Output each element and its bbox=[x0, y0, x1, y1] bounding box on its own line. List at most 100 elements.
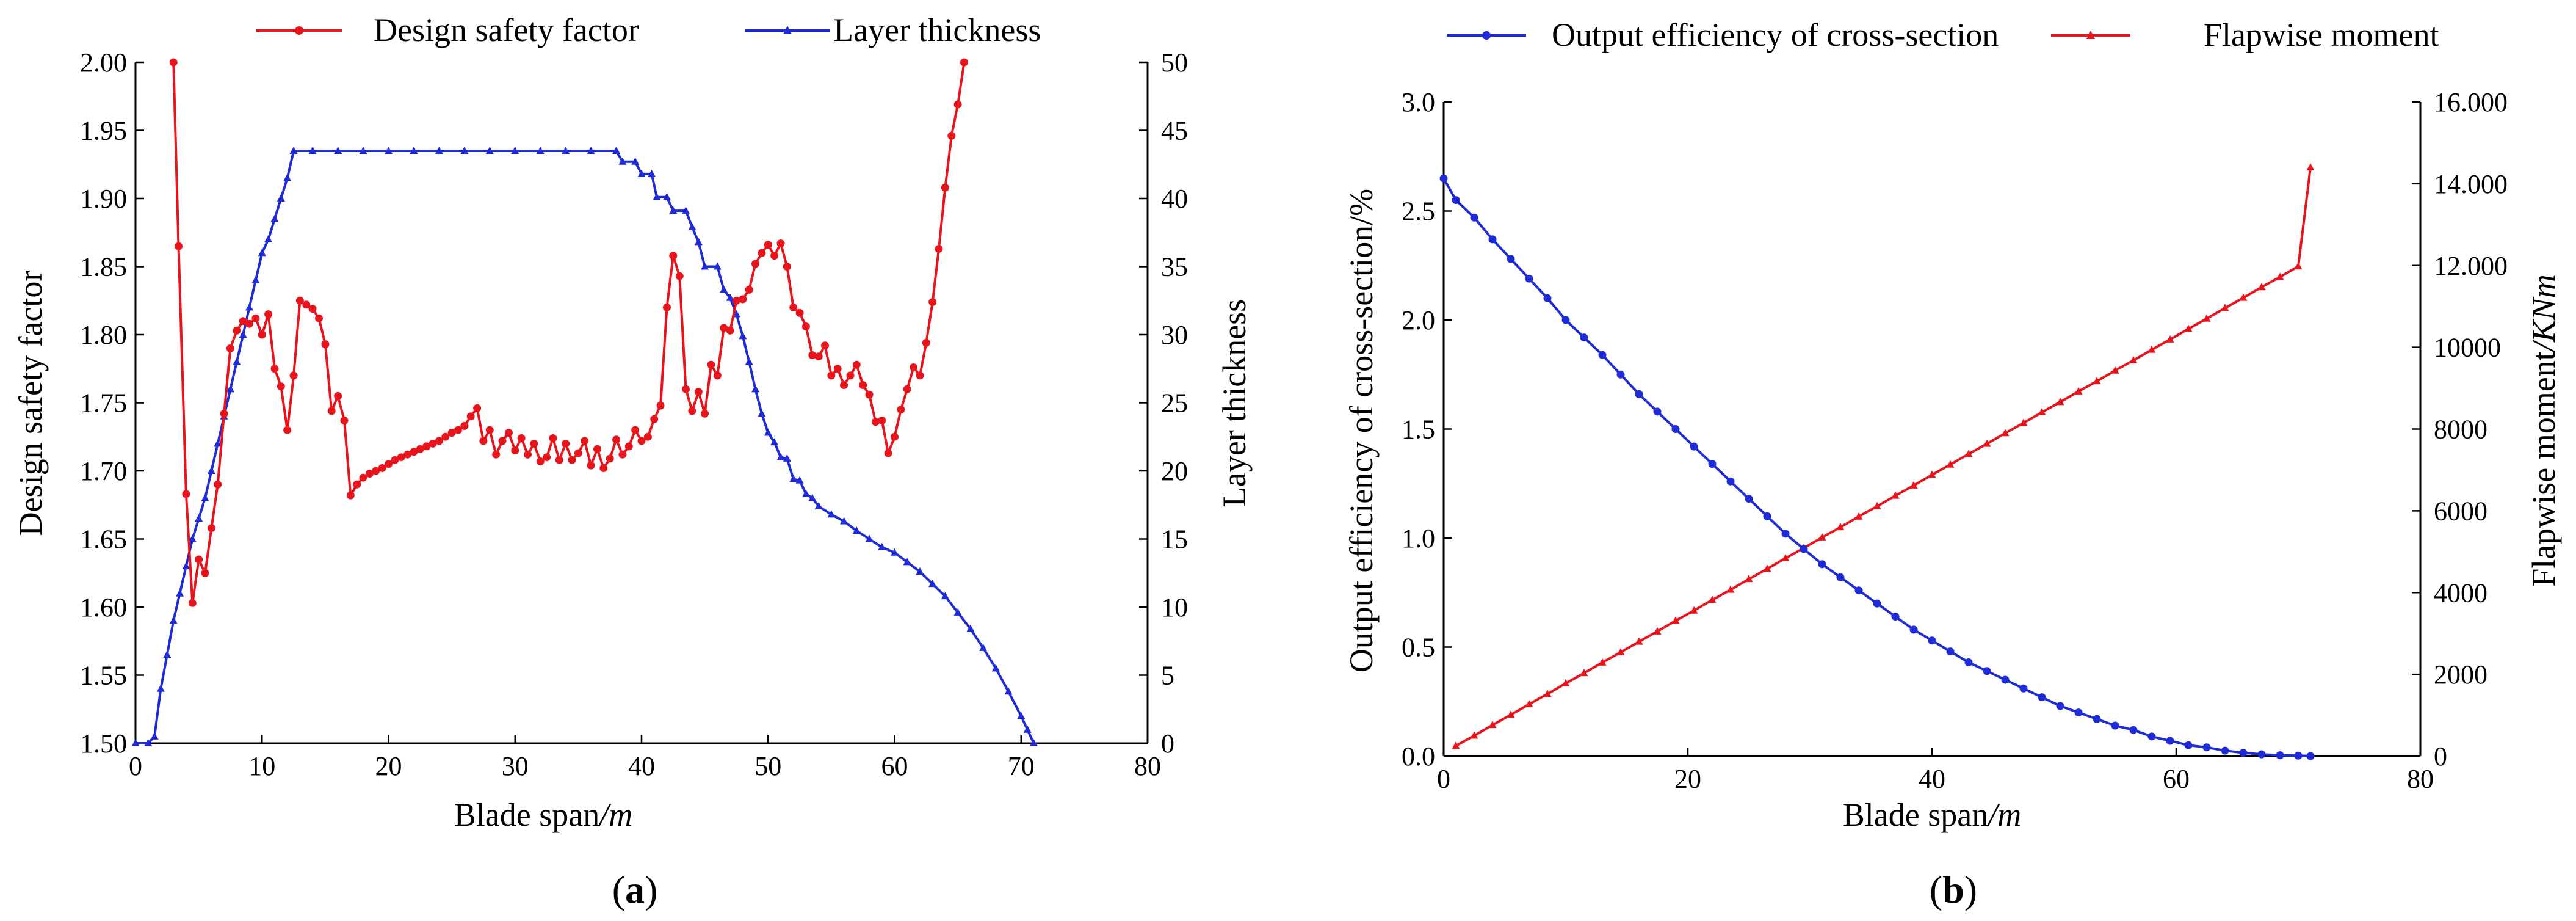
data-point bbox=[1470, 731, 1478, 739]
y-right-tick-label: 4000 bbox=[2434, 578, 2487, 608]
data-point bbox=[1854, 586, 1863, 595]
data-point bbox=[593, 445, 601, 453]
data-point bbox=[233, 326, 241, 335]
data-point bbox=[485, 146, 494, 154]
data-point bbox=[182, 562, 190, 570]
data-point bbox=[897, 406, 905, 414]
data-point bbox=[492, 450, 501, 459]
data-point bbox=[1946, 647, 1955, 656]
data-point bbox=[1873, 599, 1881, 608]
data-point bbox=[169, 58, 178, 67]
x-tick-label: 80 bbox=[1134, 751, 1161, 781]
y-right-tick-label: 45 bbox=[1161, 116, 1188, 146]
data-point bbox=[1891, 613, 1900, 621]
data-point bbox=[2306, 752, 2315, 760]
data-point bbox=[2074, 387, 2083, 395]
data-point bbox=[429, 439, 437, 448]
data-point bbox=[2166, 335, 2174, 343]
data-point bbox=[941, 183, 949, 192]
data-point bbox=[283, 426, 292, 434]
y-left-tick-label: 2.00 bbox=[80, 48, 127, 78]
data-point bbox=[2038, 408, 2046, 416]
data-point bbox=[688, 407, 696, 415]
panel-label-b-letter: b bbox=[1942, 868, 1964, 911]
panel-label-b: (b) bbox=[1930, 868, 1977, 911]
data-point bbox=[2276, 272, 2284, 280]
data-point bbox=[289, 371, 298, 380]
y-right-tick-label: 50 bbox=[1161, 48, 1188, 78]
data-point bbox=[2147, 732, 2156, 741]
data-point bbox=[1439, 174, 1448, 183]
data-point bbox=[251, 314, 260, 322]
data-point bbox=[169, 616, 178, 624]
data-point bbox=[410, 146, 418, 154]
data-point bbox=[669, 252, 678, 260]
data-point bbox=[758, 249, 766, 257]
legend-b: Output efficiency of cross-section Flapw… bbox=[1447, 16, 2439, 53]
legend-label-flapwise-moment: Flapwise moment bbox=[2204, 16, 2439, 53]
data-point bbox=[581, 437, 589, 445]
data-point bbox=[1781, 554, 1790, 562]
data-point bbox=[460, 146, 469, 154]
data-point bbox=[953, 608, 962, 616]
data-point bbox=[745, 357, 753, 365]
y-left-tick-label: 1.0 bbox=[1402, 523, 1435, 553]
data-point bbox=[1781, 530, 1790, 538]
data-point bbox=[618, 157, 627, 165]
data-point bbox=[1598, 658, 1607, 666]
data-point bbox=[295, 296, 304, 305]
data-point bbox=[808, 351, 817, 359]
data-point bbox=[928, 298, 937, 306]
y-axis-right-title-a: Layer thickness bbox=[1216, 299, 1253, 507]
data-point bbox=[675, 272, 684, 280]
data-point bbox=[871, 418, 880, 426]
data-point bbox=[2111, 721, 2119, 730]
data-point bbox=[239, 317, 247, 326]
data-point bbox=[840, 381, 848, 389]
data-point bbox=[226, 344, 234, 352]
data-point bbox=[928, 580, 937, 588]
data-point bbox=[454, 426, 462, 434]
data-point bbox=[587, 461, 595, 470]
data-point bbox=[1507, 710, 1515, 718]
y-axis-right-title-b-unit: /KNm bbox=[2525, 274, 2562, 353]
data-point bbox=[2093, 377, 2101, 385]
data-point bbox=[195, 555, 203, 564]
data-point bbox=[207, 524, 215, 533]
data-point bbox=[656, 401, 665, 410]
panel-label-a-close: ) bbox=[645, 868, 657, 911]
data-point bbox=[1561, 316, 1570, 324]
data-point bbox=[1946, 460, 1955, 468]
data-point bbox=[2111, 366, 2119, 374]
legend-marker-design-safety-factor bbox=[295, 26, 303, 35]
data-point bbox=[688, 222, 696, 230]
data-point bbox=[2001, 429, 2010, 437]
data-point bbox=[435, 146, 443, 154]
y-left-tick-label: 1.95 bbox=[80, 116, 127, 146]
data-point bbox=[144, 739, 153, 746]
data-point bbox=[1818, 560, 1826, 569]
data-point bbox=[188, 599, 197, 607]
data-point bbox=[258, 330, 266, 339]
data-point bbox=[643, 432, 652, 441]
data-point bbox=[562, 439, 570, 448]
data-point bbox=[713, 262, 722, 270]
data-point bbox=[1635, 637, 1643, 645]
panel-label-b-close: ) bbox=[1964, 868, 1977, 911]
x-axis-title-a-main: Blade span bbox=[454, 796, 599, 833]
data-point bbox=[776, 239, 785, 248]
data-point bbox=[587, 146, 595, 154]
data-point bbox=[334, 146, 342, 154]
data-point bbox=[308, 305, 317, 313]
data-point bbox=[334, 391, 342, 400]
data-point bbox=[669, 206, 678, 214]
y-right-tick-label: 0 bbox=[1161, 729, 1174, 759]
data-point bbox=[385, 460, 393, 468]
data-point bbox=[903, 385, 911, 393]
x-tick-label: 70 bbox=[1008, 751, 1035, 781]
y-right-tick-label: 35 bbox=[1161, 252, 1188, 282]
data-point bbox=[2221, 746, 2229, 755]
y-left-tick-label: 1.85 bbox=[80, 252, 127, 282]
data-point bbox=[653, 192, 661, 200]
data-point bbox=[2184, 324, 2193, 332]
